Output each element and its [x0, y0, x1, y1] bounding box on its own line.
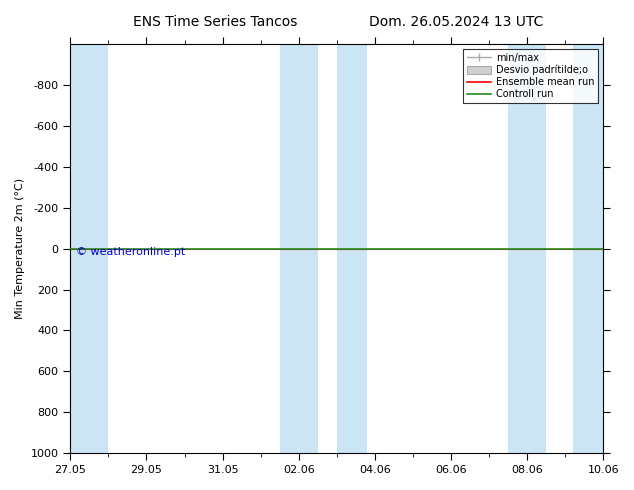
- Text: © weatheronline.pt: © weatheronline.pt: [75, 246, 185, 257]
- Bar: [337, 44, 367, 453]
- Bar: [508, 44, 546, 453]
- Legend: min/max, Desvio padrítilde;o, Ensemble mean run, Controll run: min/max, Desvio padrítilde;o, Ensemble m…: [463, 49, 598, 103]
- Bar: [280, 44, 318, 453]
- Text: ENS Time Series Tancos: ENS Time Series Tancos: [133, 15, 298, 29]
- Bar: [70, 44, 108, 453]
- Bar: [573, 44, 603, 453]
- Text: Dom. 26.05.2024 13 UTC: Dom. 26.05.2024 13 UTC: [369, 15, 544, 29]
- Y-axis label: Min Temperature 2m (°C): Min Temperature 2m (°C): [15, 178, 25, 319]
